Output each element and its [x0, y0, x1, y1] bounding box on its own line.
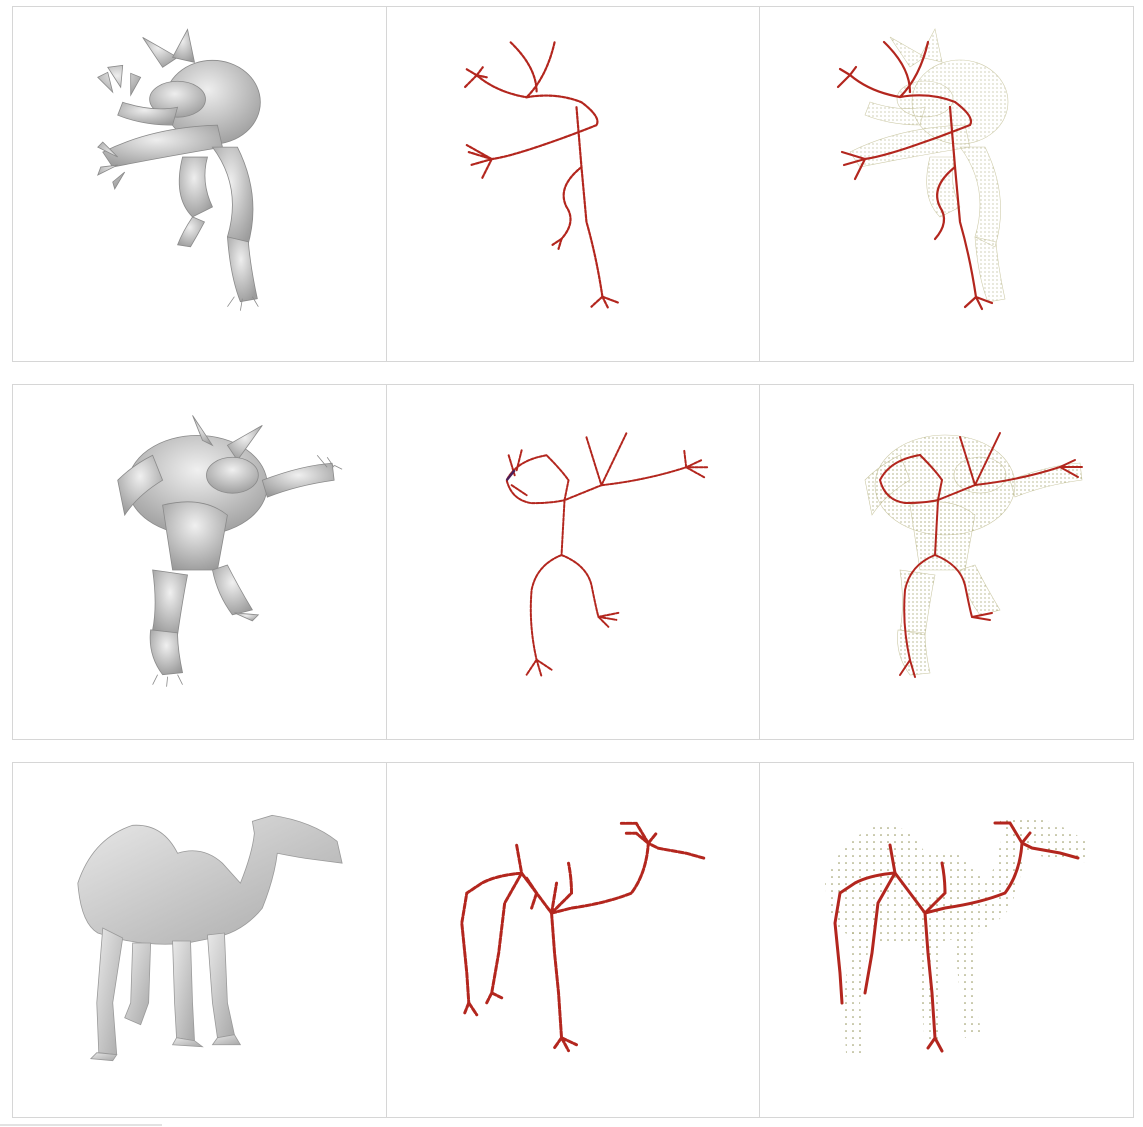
row-armadillo-side	[12, 6, 1134, 362]
camel-overlay-image	[760, 763, 1133, 1117]
bottom-rule	[0, 1124, 162, 1126]
armadillo-overlay-image	[760, 385, 1133, 739]
row-armadillo-front	[12, 384, 1134, 740]
panel-skeleton	[387, 385, 760, 739]
panel-skeleton-overlay	[760, 7, 1133, 361]
panel-mesh	[13, 385, 387, 739]
camel-skeleton-image	[387, 763, 759, 1117]
panel-mesh	[13, 763, 387, 1117]
panel-skeleton	[387, 7, 760, 361]
armadillo-skeleton-image	[387, 385, 759, 739]
panel-skeleton	[387, 763, 760, 1117]
armadillo-mesh-image	[13, 385, 386, 739]
camel-mesh-image	[13, 763, 386, 1117]
panel-skeleton-overlay	[760, 763, 1133, 1117]
row-camel	[12, 762, 1134, 1118]
armadillo-mesh-image	[13, 7, 386, 361]
panel-mesh	[13, 7, 387, 361]
panel-skeleton-overlay	[760, 385, 1133, 739]
armadillo-skeleton-image	[387, 7, 759, 361]
armadillo-overlay-image	[760, 7, 1133, 361]
